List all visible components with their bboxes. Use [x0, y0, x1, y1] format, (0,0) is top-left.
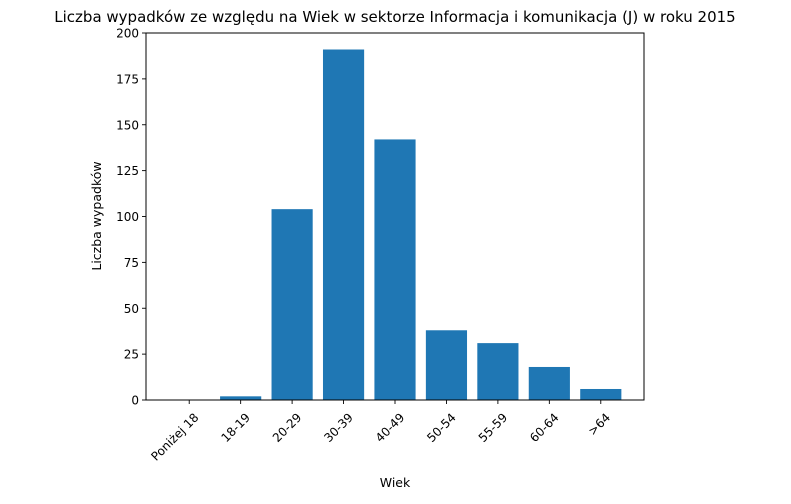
y-axis-label: Liczba wypadków	[89, 161, 104, 270]
y-tick-label: 25	[124, 348, 139, 362]
y-tick-label: 175	[116, 72, 139, 86]
bar-55-59	[477, 343, 519, 400]
x-axis-label: Wiek	[380, 475, 411, 490]
y-tick-label: 125	[116, 164, 139, 178]
x-tick-label: 55-59	[476, 410, 511, 445]
x-tick-label: 40-49	[373, 410, 408, 445]
bar-20-29	[271, 209, 313, 400]
x-tick-label: Poniżej 18	[148, 410, 201, 463]
bar->64	[580, 388, 622, 400]
bar-18-19	[220, 396, 262, 400]
x-tick-label: 18-19	[218, 410, 253, 445]
x-tick-label: >64	[585, 410, 613, 438]
x-tick-label: 30-39	[321, 410, 356, 445]
bar-30-39	[322, 49, 365, 400]
x-tick-label: 60-64	[527, 410, 562, 445]
y-tick-label: 50	[124, 302, 139, 316]
y-tick-label: 200	[116, 27, 139, 41]
y-axis: 0 25 50 75 100 125 150 175 200	[116, 27, 146, 408]
plot-frame	[145, 32, 645, 401]
x-axis: Poniżej 18 18-19 20-29 30-39 40-49 50-54 55-59…	[148, 400, 613, 464]
y-tick-label: 150	[116, 118, 139, 132]
bar-60-64	[528, 366, 570, 400]
y-tick-label: 75	[124, 256, 139, 270]
bar-40-49	[374, 139, 416, 400]
y-tick-label: 0	[131, 394, 139, 408]
x-tick-label: 50-54	[424, 410, 459, 445]
chart-title: Liczba wypadków ze względu na Wiek w sek…	[54, 8, 735, 26]
y-tick-label: 100	[116, 210, 139, 224]
x-tick-label: 20-29	[270, 410, 305, 445]
bars-layer	[220, 49, 622, 400]
bar-50-54	[425, 330, 468, 400]
